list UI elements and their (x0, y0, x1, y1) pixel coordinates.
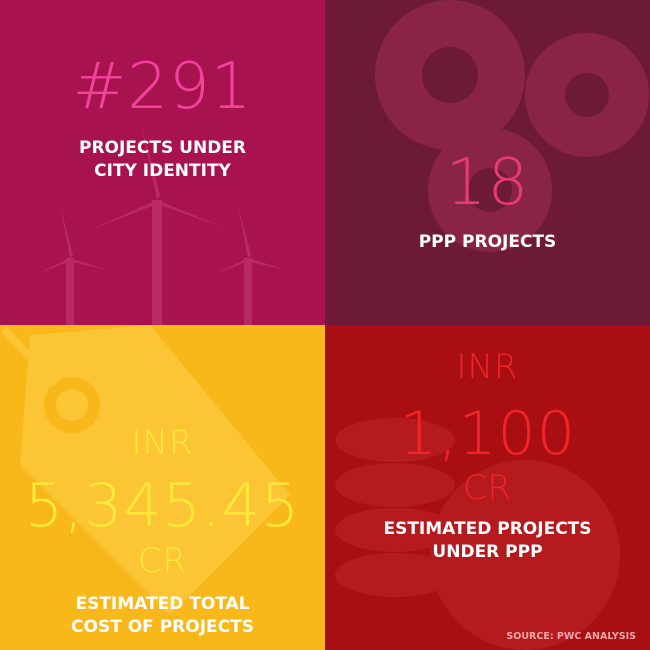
city-identity-value: #291 (72, 50, 253, 124)
wind-turbines-icon (35, 120, 286, 325)
tile-ppp-cost: INR 1,100 CR ESTIMATED PROJECTS UNDER PP… (325, 325, 650, 650)
ppp-cost-label: ESTIMATED PROJECTS UNDER PPP (325, 518, 650, 564)
label-line: ESTIMATED TOTAL (75, 594, 250, 614)
gears-icon (375, 0, 649, 252)
total-cost-currency: INR (131, 423, 194, 463)
total-cost-unit: CR (137, 541, 188, 581)
ppp-cost-currency: INR (456, 347, 519, 387)
label-line: CITY IDENTITY (94, 161, 231, 181)
label-line: ESTIMATED PROJECTS (383, 519, 592, 539)
tile-total-cost: INR 5,345.45 CR ESTIMATED TOTAL COST OF … (0, 325, 325, 650)
total-cost-label: ESTIMATED TOTAL COST OF PROJECTS (0, 593, 325, 639)
total-cost-value: 5,345.45 (24, 471, 301, 541)
source-note: SOURCE: PWC ANALYSIS (506, 631, 636, 642)
ppp-label: PPP PROJECTS (418, 232, 557, 252)
ppp-cost-value: 1,100 (399, 399, 576, 469)
label-line: UNDER PPP (432, 542, 543, 562)
price-tag-icon (1, 325, 290, 615)
tile-ppp-projects: 18 PPP PROJECTS (325, 0, 650, 325)
city-identity-label: PROJECTS UNDER CITY IDENTITY (0, 137, 325, 183)
label-line: PROJECTS UNDER (78, 138, 247, 158)
ppp-value: 18 (445, 146, 530, 220)
tile-city-identity: #291 PROJECTS UNDER CITY IDENTITY (0, 0, 325, 325)
ppp-cost-unit: CR (462, 468, 513, 508)
rupee-coins-icon (335, 418, 620, 650)
label-line: COST OF PROJECTS (71, 617, 254, 637)
